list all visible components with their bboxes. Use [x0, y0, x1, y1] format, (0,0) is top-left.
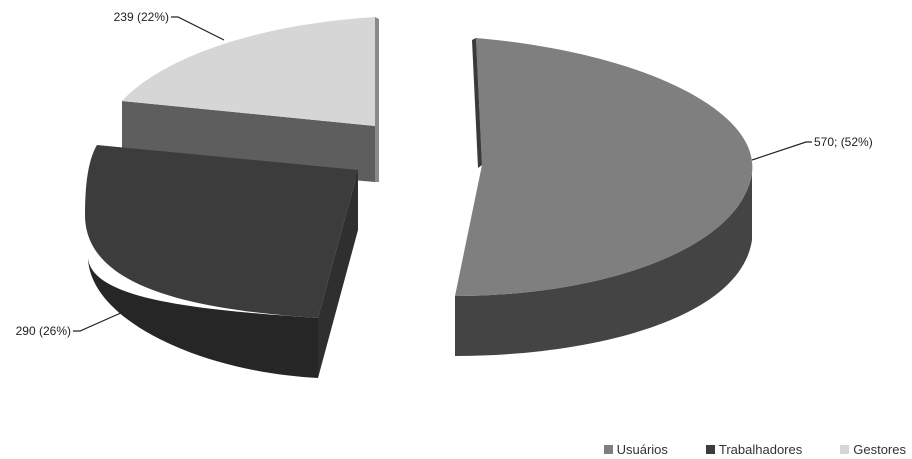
- legend-item-gestores: Gestores: [840, 442, 906, 457]
- data-label-trabalhadores: 290 (26%): [16, 324, 71, 338]
- legend-label-usuarios: Usuários: [616, 442, 668, 457]
- slice-trabalhadores-side: [88, 258, 318, 378]
- legend-swatch-trabalhadores: [705, 445, 715, 454]
- slice-trabalhadores-wedge-side: [318, 170, 358, 378]
- legend-swatch-usuarios: [603, 445, 613, 454]
- leader-line-usuarios: [751, 141, 812, 161]
- slice-usuarios-top: [455, 38, 753, 296]
- slice-gestores-top: [122, 17, 375, 126]
- data-label-usuarios: 570; (52%): [814, 135, 873, 149]
- slice-usuarios-side: [455, 173, 752, 356]
- legend-label-trabalhadores: Trabalhadores: [718, 442, 803, 457]
- slice-trabalhadores: [85, 145, 358, 378]
- slice-usuarios-edge: [472, 38, 482, 168]
- data-label-gestores: 239 (22%): [114, 10, 169, 24]
- leader-line-gestores: [171, 16, 225, 41]
- legend-label-gestores: Gestores: [853, 442, 906, 457]
- legend-item-usuarios: Usuários: [603, 442, 668, 457]
- legend-item-trabalhadores: Trabalhadores: [705, 442, 803, 457]
- legend: Usuários Trabalhadores Gestores: [603, 442, 906, 457]
- slice-trabalhadores-top: [85, 145, 358, 318]
- slice-gestores-edge: [375, 17, 379, 182]
- pie-chart: 570; (52%) 290 (26%) 239 (22%): [16, 10, 873, 378]
- leader-line-trabalhadores: [73, 311, 124, 332]
- slice-usuarios: [455, 38, 753, 356]
- legend-swatch-gestores: [840, 445, 850, 454]
